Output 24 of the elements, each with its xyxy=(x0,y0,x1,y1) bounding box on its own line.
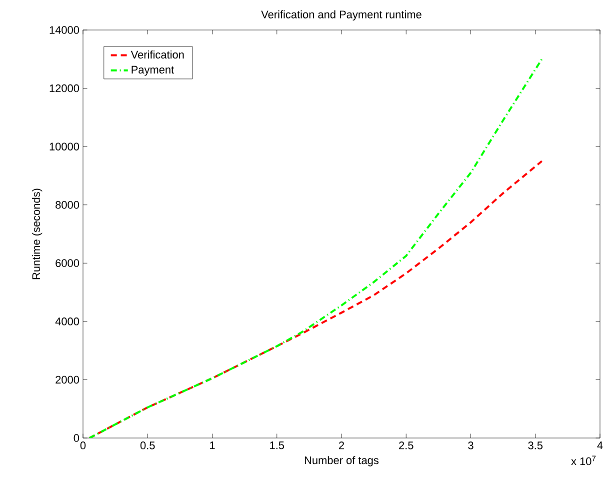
y-tick-label: 6000 xyxy=(56,259,80,268)
chart-title: Verification and Payment runtime xyxy=(261,10,422,20)
x-tick-label: 2.5 xyxy=(399,442,414,450)
y-tick-label: 10000 xyxy=(50,142,80,150)
y-axis-title: Runtime (seconds) xyxy=(32,188,42,280)
y-tick-label: 12000 xyxy=(50,84,80,92)
x-axis-title: Number of tags xyxy=(304,456,379,466)
x-tick-label: 4 xyxy=(597,442,603,450)
y-tick-label: 8000 xyxy=(56,200,80,209)
legend-label: Payment xyxy=(132,66,174,76)
text: x 10$^{7}$ xyxy=(571,456,596,466)
legend-label: Verification xyxy=(130,50,184,59)
x-tick-label: 3.5 xyxy=(528,442,543,450)
y-tick-label: 4000 xyxy=(55,318,80,326)
x-tick-label: 0.5 xyxy=(140,442,155,450)
y-tick-label: 2000 xyxy=(56,376,80,384)
y-tick-label: 0 xyxy=(74,434,80,442)
y-tick-label: 14000 xyxy=(50,26,80,34)
x-tick-label: 0 xyxy=(80,442,86,450)
x-tick-label: 1 xyxy=(210,442,215,450)
line-series xyxy=(88,58,543,438)
x-tick-label: 3 xyxy=(468,442,474,450)
x-tick-label: 2 xyxy=(339,442,344,450)
x-tick-label: 1.5 xyxy=(270,442,284,450)
